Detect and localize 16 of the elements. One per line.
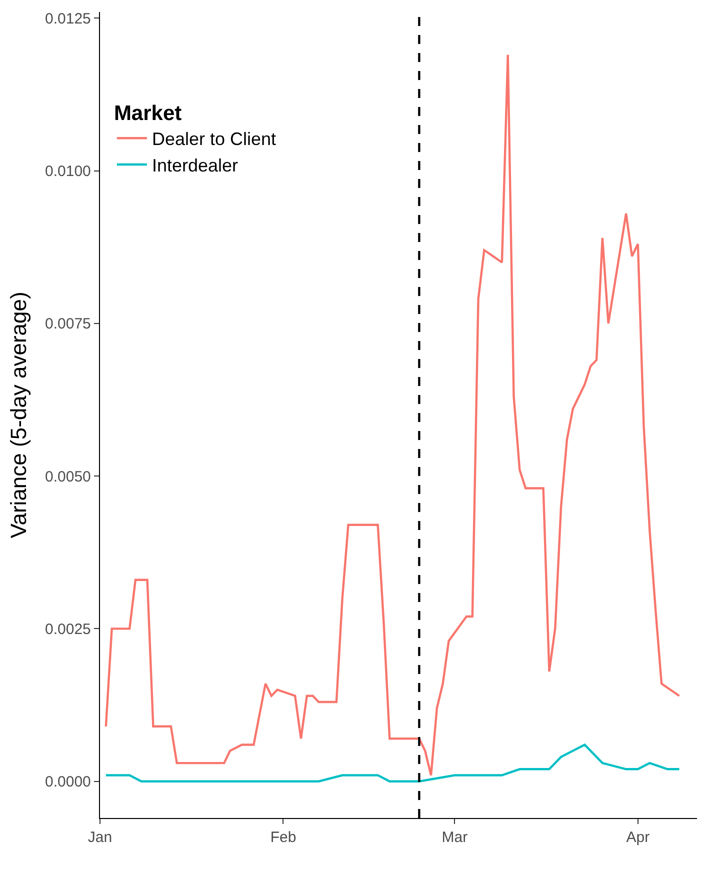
legend-title: Market bbox=[114, 102, 182, 125]
y-tick-label: 0.0025 bbox=[45, 620, 91, 638]
y-tick-label: 0.0000 bbox=[45, 774, 91, 791]
y-axis-title: Variance (5-day average) bbox=[6, 292, 31, 538]
y-tick-label: 0.0100 bbox=[45, 163, 91, 180]
x-tick-label: Jan bbox=[88, 829, 112, 846]
x-tick-label: Mar bbox=[442, 829, 468, 846]
x-tick-label: Apr bbox=[626, 829, 650, 846]
y-tick-label: 0.0050 bbox=[45, 468, 91, 486]
y-tick-label: 0.0125 bbox=[45, 10, 91, 28]
legend-label: Interdealer bbox=[152, 156, 238, 176]
line-series bbox=[104, 744, 680, 782]
legend-label: Dealer to Client bbox=[152, 129, 276, 150]
line-series bbox=[104, 54, 680, 776]
y-tick-label: 0.0075 bbox=[45, 316, 91, 333]
x-tick-label: Feb bbox=[270, 829, 296, 846]
